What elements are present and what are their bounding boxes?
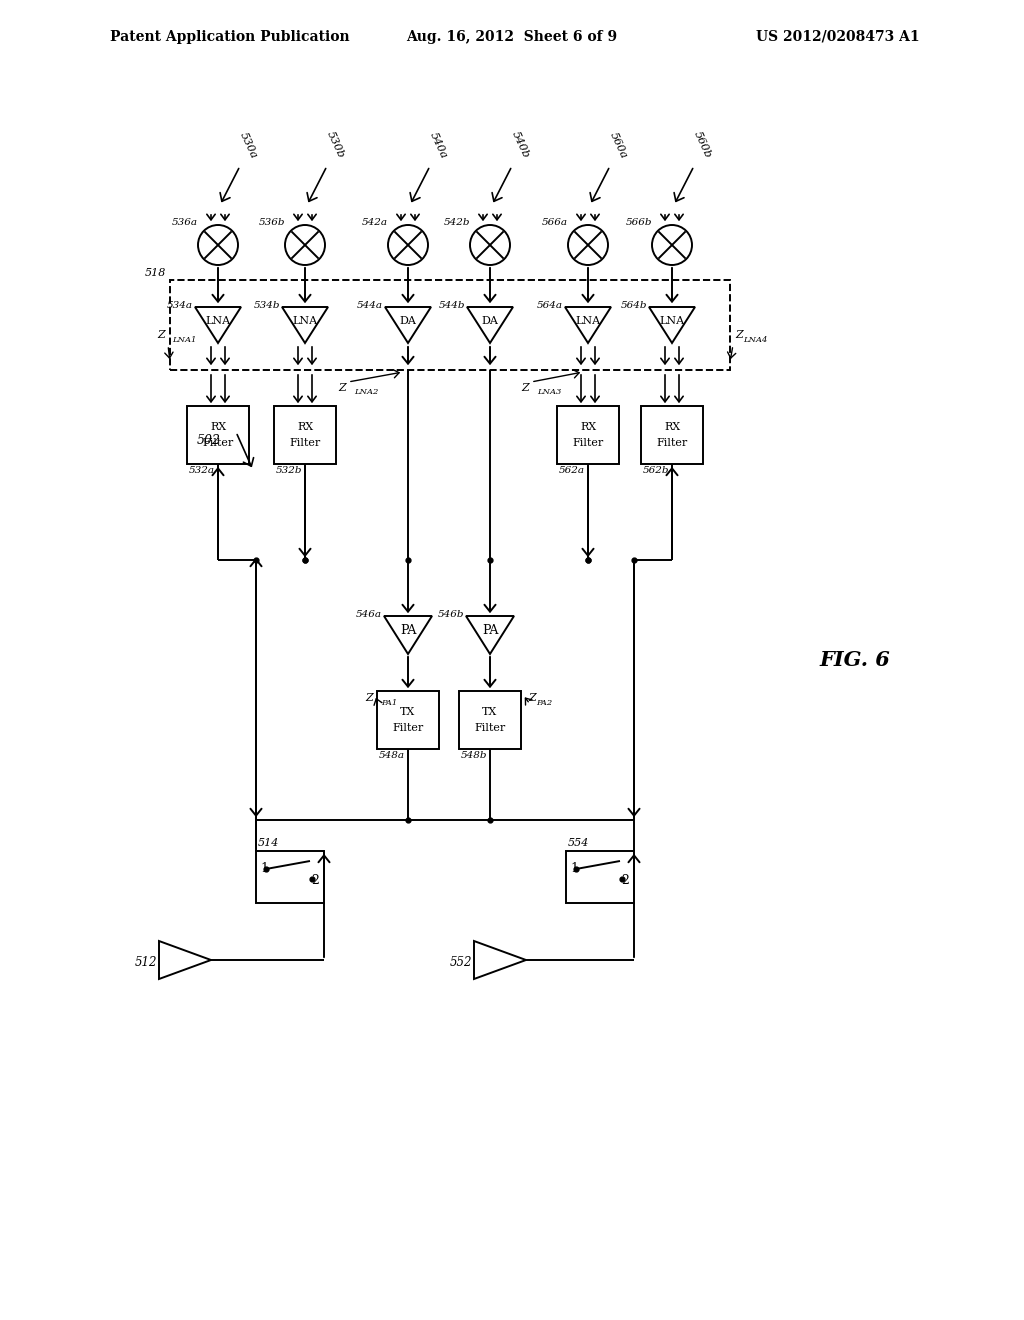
Text: 1: 1 bbox=[570, 862, 578, 875]
Text: 542a: 542a bbox=[362, 218, 388, 227]
Text: Z: Z bbox=[521, 383, 529, 393]
Text: 540b: 540b bbox=[510, 129, 531, 160]
Text: 560a: 560a bbox=[608, 131, 629, 160]
Text: LNA1: LNA1 bbox=[172, 337, 197, 345]
Text: 534a: 534a bbox=[167, 301, 193, 310]
Text: Z: Z bbox=[338, 383, 346, 393]
Text: FIG. 6: FIG. 6 bbox=[819, 649, 891, 671]
Text: 562a: 562a bbox=[559, 466, 585, 475]
Text: LNA2: LNA2 bbox=[354, 388, 379, 396]
Text: PA1: PA1 bbox=[381, 700, 397, 708]
Text: TX: TX bbox=[400, 708, 416, 717]
Bar bbox=[170, 280, 730, 370]
Text: Filter: Filter bbox=[290, 438, 321, 447]
Text: 532b: 532b bbox=[276, 466, 302, 475]
Text: 548b: 548b bbox=[461, 751, 487, 760]
Bar bbox=[641, 407, 703, 465]
Bar bbox=[256, 851, 324, 903]
Text: 544b: 544b bbox=[438, 301, 465, 310]
Text: LNA3: LNA3 bbox=[537, 388, 561, 396]
Text: 536a: 536a bbox=[172, 218, 198, 227]
Text: 566b: 566b bbox=[626, 218, 652, 227]
Text: RX: RX bbox=[297, 422, 313, 432]
Text: Z: Z bbox=[735, 330, 742, 341]
Text: DA: DA bbox=[481, 315, 499, 326]
Text: DA: DA bbox=[399, 315, 417, 326]
Text: Filter: Filter bbox=[474, 723, 506, 733]
Text: PA: PA bbox=[482, 624, 499, 636]
Text: 564a: 564a bbox=[537, 301, 563, 310]
Text: 560b: 560b bbox=[692, 129, 713, 160]
Text: Filter: Filter bbox=[572, 438, 603, 447]
Text: 552: 552 bbox=[450, 956, 472, 969]
Text: 562b: 562b bbox=[643, 466, 670, 475]
Text: 540a: 540a bbox=[428, 131, 449, 160]
Text: 532a: 532a bbox=[189, 466, 215, 475]
Text: RX: RX bbox=[580, 422, 596, 432]
Text: 2: 2 bbox=[311, 874, 318, 887]
Text: 564b: 564b bbox=[621, 301, 647, 310]
Text: 542b: 542b bbox=[443, 218, 470, 227]
Text: Filter: Filter bbox=[392, 723, 424, 733]
Bar bbox=[557, 407, 618, 465]
Text: LNA: LNA bbox=[293, 315, 317, 326]
Text: 546a: 546a bbox=[356, 610, 382, 619]
Bar bbox=[274, 407, 336, 465]
Text: LNA: LNA bbox=[206, 315, 230, 326]
Text: 548a: 548a bbox=[379, 751, 406, 760]
Text: TX: TX bbox=[482, 708, 498, 717]
Text: 1: 1 bbox=[260, 862, 268, 875]
Text: RX: RX bbox=[210, 422, 226, 432]
Text: LNA: LNA bbox=[575, 315, 600, 326]
Text: 530a: 530a bbox=[238, 131, 259, 160]
Text: Aug. 16, 2012  Sheet 6 of 9: Aug. 16, 2012 Sheet 6 of 9 bbox=[407, 30, 617, 44]
Text: PA2: PA2 bbox=[536, 700, 552, 708]
Text: Patent Application Publication: Patent Application Publication bbox=[110, 30, 349, 44]
Text: 536b: 536b bbox=[258, 218, 285, 227]
Text: Z: Z bbox=[528, 693, 536, 704]
Bar bbox=[459, 690, 521, 748]
Text: Filter: Filter bbox=[656, 438, 688, 447]
Text: 546b: 546b bbox=[437, 610, 464, 619]
Bar bbox=[187, 407, 249, 465]
Text: PA: PA bbox=[399, 624, 416, 636]
Text: 530b: 530b bbox=[325, 129, 346, 160]
Text: 502: 502 bbox=[197, 433, 221, 446]
Text: 534b: 534b bbox=[254, 301, 280, 310]
Bar bbox=[566, 851, 634, 903]
Text: Z: Z bbox=[158, 330, 165, 341]
Text: 544a: 544a bbox=[357, 301, 383, 310]
Text: Z: Z bbox=[366, 693, 373, 704]
Text: 554: 554 bbox=[568, 838, 590, 847]
Text: Filter: Filter bbox=[203, 438, 233, 447]
Text: LNA: LNA bbox=[659, 315, 685, 326]
Text: RX: RX bbox=[664, 422, 680, 432]
Text: 518: 518 bbox=[144, 268, 166, 279]
Text: 512: 512 bbox=[134, 956, 157, 969]
Text: LNA4: LNA4 bbox=[743, 337, 767, 345]
Text: 514: 514 bbox=[258, 838, 280, 847]
Text: 2: 2 bbox=[622, 874, 629, 887]
Bar bbox=[377, 690, 439, 748]
Text: 566a: 566a bbox=[542, 218, 568, 227]
Text: US 2012/0208473 A1: US 2012/0208473 A1 bbox=[757, 30, 920, 44]
